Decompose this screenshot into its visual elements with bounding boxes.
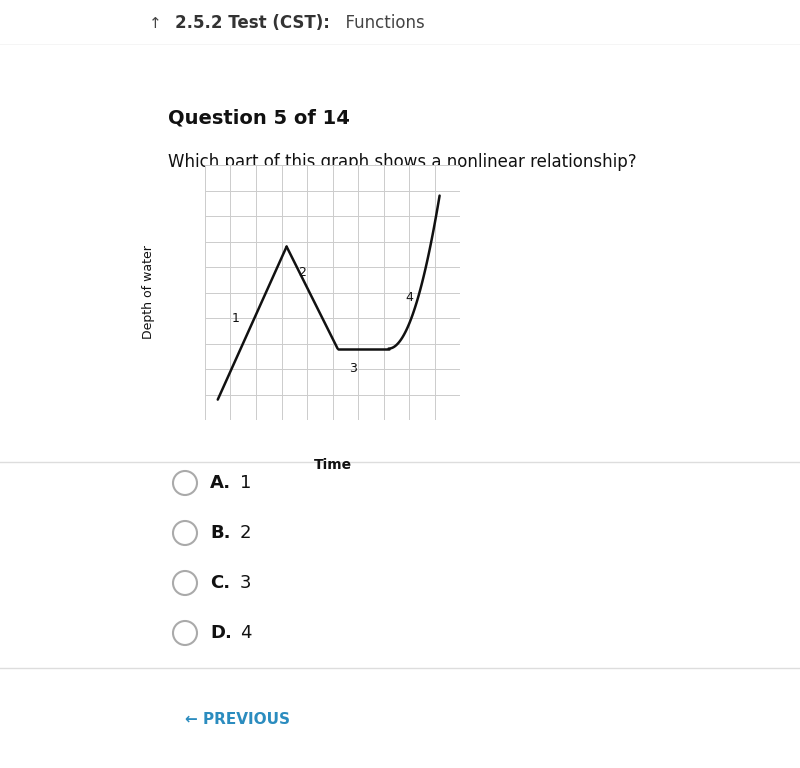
Text: 4: 4	[240, 624, 251, 642]
Text: D.: D.	[210, 624, 232, 642]
Text: 3: 3	[240, 574, 251, 592]
Text: Which part of this graph shows a nonlinear relationship?: Which part of this graph shows a nonline…	[168, 153, 637, 171]
Text: Question 5 of 14: Question 5 of 14	[168, 108, 350, 127]
Text: B.: B.	[210, 524, 230, 542]
Text: Depth of water: Depth of water	[142, 246, 155, 339]
Text: 2.5.2 Test (CST):: 2.5.2 Test (CST):	[175, 14, 330, 32]
Text: A.: A.	[210, 474, 231, 492]
Text: Functions: Functions	[335, 14, 425, 32]
Text: ↑: ↑	[149, 15, 162, 31]
Text: 2: 2	[298, 266, 306, 279]
Text: 1: 1	[232, 312, 239, 325]
Text: 4: 4	[405, 291, 413, 304]
Text: 3: 3	[349, 362, 357, 376]
Text: C.: C.	[210, 574, 230, 592]
Text: Time: Time	[314, 458, 351, 472]
Text: ← PREVIOUS: ← PREVIOUS	[185, 713, 290, 727]
Text: 1: 1	[240, 474, 251, 492]
Text: 2: 2	[240, 524, 251, 542]
